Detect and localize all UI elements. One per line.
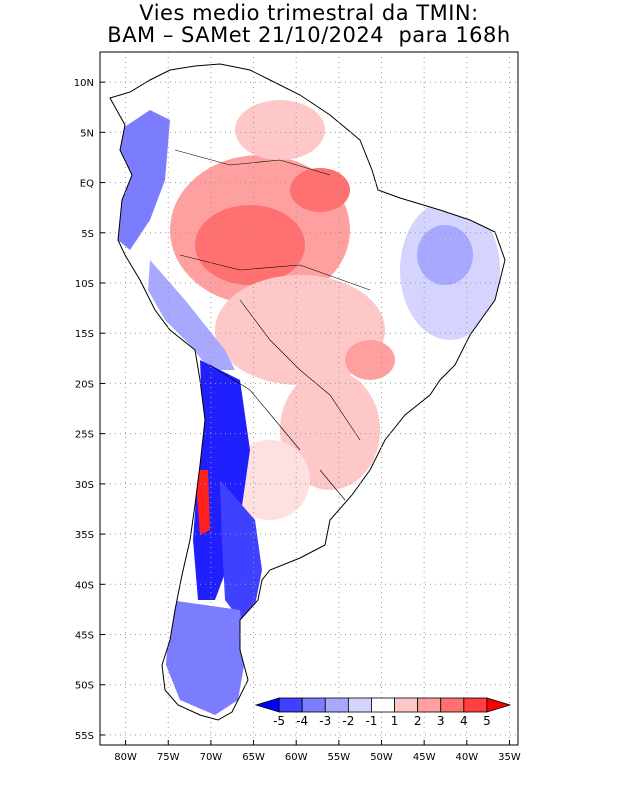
chart-title: Vies medio trimestral da TMIN: BAM – SAM… xyxy=(0,2,618,46)
lat-tick-label: 40S xyxy=(75,580,94,591)
title-line-2: BAM – SAMet 21/10/2024 para 168h xyxy=(107,23,511,47)
colorbar-swatch xyxy=(440,697,465,713)
colorbar-label: -2 xyxy=(342,714,354,728)
cool-bias-andes-south xyxy=(220,480,262,620)
lat-tick-label: 10S xyxy=(75,279,94,290)
colorbar-swatch xyxy=(371,697,395,713)
grid-lines xyxy=(100,52,518,745)
warm-bias-guianas xyxy=(235,100,325,160)
lat-tick-label: 30S xyxy=(75,480,94,491)
lat-tick-label: 20S xyxy=(75,379,94,390)
colorbar-swatch xyxy=(417,697,442,713)
colorbar-swatch xyxy=(347,697,372,713)
longitude-ticks: 80W 75W 70W 65W 60W 55W 50W 45W 40W 35W xyxy=(114,740,521,763)
lat-tick-label: 45S xyxy=(75,631,94,642)
colorbar-label: 1 xyxy=(391,714,399,728)
colorbar-label: 3 xyxy=(437,714,445,728)
lon-tick-label: 55W xyxy=(328,752,351,763)
warm-bias-southeast xyxy=(345,340,395,380)
colorbar-label: 5 xyxy=(483,714,491,728)
lat-tick-label: 55S xyxy=(75,731,94,742)
warm-bias-central xyxy=(215,275,385,385)
lon-tick-label: 80W xyxy=(114,752,137,763)
colorbar-label: -4 xyxy=(296,714,308,728)
lat-tick-label: 10N xyxy=(74,78,94,89)
latitude-ticks: 10N 5N EQ 5S 10S 15S 20S 25S 30S 35S 40S 45S 50S 55S xyxy=(74,78,105,742)
colorbar-swatch xyxy=(394,697,419,713)
plot-area xyxy=(99,51,519,746)
colorbar-swatch xyxy=(463,697,488,713)
colorbar-label: -3 xyxy=(319,714,331,728)
lat-tick-label: 15S xyxy=(75,329,94,340)
colorbar-label: -1 xyxy=(365,714,377,728)
warm-bias-south xyxy=(280,370,380,490)
lon-tick-label: 45W xyxy=(413,752,436,763)
warm-bias-north xyxy=(290,168,350,212)
lat-tick-label: 25S xyxy=(75,430,94,441)
lon-tick-label: 35W xyxy=(498,752,521,763)
country-borders xyxy=(174,149,371,501)
cool-bias-andes-peru xyxy=(148,260,235,370)
warm-bias-argentina xyxy=(230,440,310,520)
lat-tick-label: 50S xyxy=(75,681,94,692)
colorbar-swatch xyxy=(324,697,349,713)
colorbar-label: -5 xyxy=(273,714,285,728)
lon-tick-label: 75W xyxy=(157,752,180,763)
colorbar-label: 2 xyxy=(414,714,422,728)
coastline xyxy=(109,63,506,721)
lon-tick-label: 40W xyxy=(456,752,479,763)
warm-bias-amazon-core xyxy=(195,205,305,285)
lat-tick-label: 5S xyxy=(81,229,94,240)
colorbar-high-triangle xyxy=(486,697,512,713)
lat-tick-label: 5N xyxy=(80,128,94,139)
lon-tick-label: 65W xyxy=(242,752,265,763)
bias-field xyxy=(118,100,500,715)
lon-tick-label: 60W xyxy=(285,752,308,763)
cool-bias-andes-north xyxy=(118,110,170,250)
plot-frame xyxy=(99,51,519,746)
lat-tick-label: 35S xyxy=(75,530,94,541)
colorbar-swatch xyxy=(301,697,326,713)
colorbar-label: 4 xyxy=(460,714,468,728)
lon-tick-label: 50W xyxy=(370,752,393,763)
title-line-1: Vies medio trimestral da TMIN: xyxy=(139,1,479,25)
warm-bias-chile-coast xyxy=(195,470,210,535)
cool-bias-northeast-core xyxy=(417,225,473,285)
cool-bias-chile xyxy=(193,360,250,600)
lat-tick-label: EQ xyxy=(80,179,94,190)
lon-tick-label: 70W xyxy=(200,752,223,763)
colorbar: -5 -4 -3 -2 -1 1 2 3 4 5 xyxy=(254,697,512,728)
cool-bias-patagonia xyxy=(166,600,245,715)
colorbar-swatch xyxy=(278,697,303,713)
